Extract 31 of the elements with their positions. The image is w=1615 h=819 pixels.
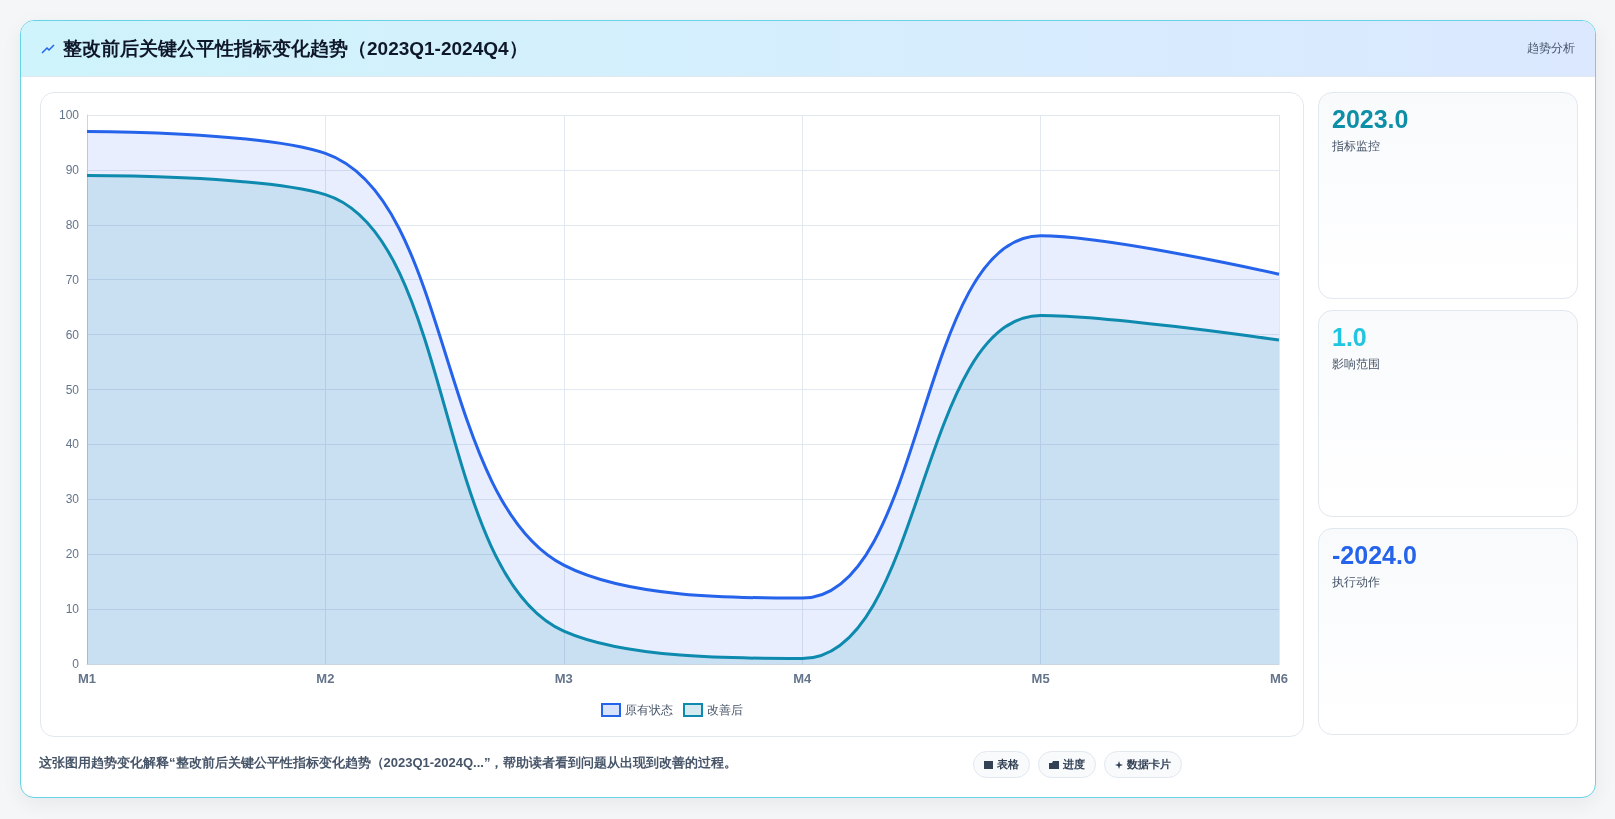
text: 数据卡片	[1104, 751, 1182, 778]
text: 执行动作	[1332, 574, 1381, 591]
text: 2023.0	[1332, 105, 1410, 134]
text: -2024.0	[1332, 541, 1418, 570]
x-tick-label: M1	[77, 671, 97, 686]
y-tick-label: 70	[65, 272, 80, 287]
text: 表格	[973, 751, 1030, 778]
text: 影响范围	[1332, 356, 1381, 373]
text: 指标监控	[1332, 138, 1381, 155]
text: 趋势分析	[1527, 40, 1575, 57]
y-tick-label: 30	[65, 492, 80, 507]
y-tick-label: 50	[65, 382, 80, 397]
y-tick-label: 80	[65, 217, 80, 232]
chart-title: 整改前后关键公平性指标变化趋势（2023Q1-2024Q4）	[63, 36, 528, 61]
y-tick-label: 40	[65, 437, 80, 452]
y-tick-label: 100	[58, 108, 80, 122]
y-tick-label: 20	[65, 547, 80, 562]
legend-label: 原有状态	[625, 703, 673, 717]
y-tick-label: 0	[72, 657, 80, 671]
y-tick-label: 10	[65, 602, 80, 617]
text: 进度	[1038, 751, 1096, 778]
text: 这张图用趋势变化解释“整改前后关键公平性指标变化趋势（2023Q1-2024Q...”，帮助读者看到问题从出现到改善的过程。	[39, 754, 738, 772]
x-tick-label: M4	[793, 671, 812, 686]
x-tick-label: M2	[316, 671, 335, 686]
legend-label: 改善后	[707, 703, 743, 717]
x-tick-label: M5	[1031, 671, 1050, 686]
y-tick-label: 90	[65, 162, 80, 177]
y-tick-label: 60	[65, 327, 80, 342]
x-tick-label: M3	[554, 671, 573, 686]
x-tick-label: M6	[1269, 671, 1289, 686]
text: 1.0	[1332, 323, 1368, 352]
